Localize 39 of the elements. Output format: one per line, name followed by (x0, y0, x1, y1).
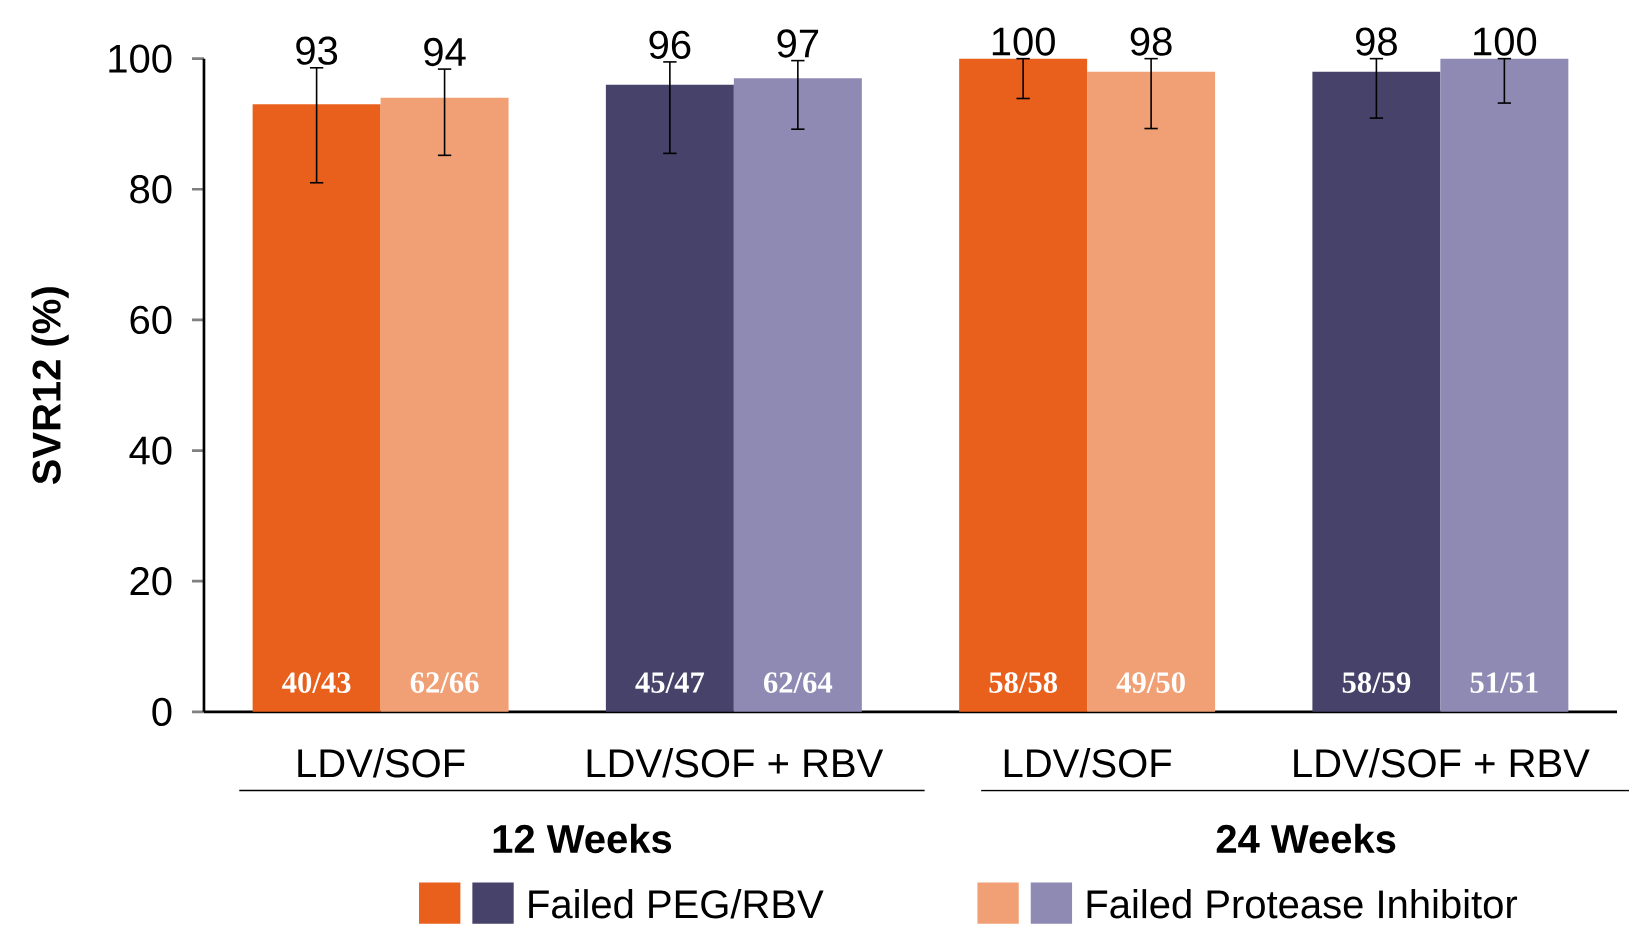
data-label: 98 (1130, 27, 1172, 56)
text: 24 Weeks (1216, 823, 1396, 853)
x-tick-label: LDV/SOF (298, 747, 465, 778)
x-tick-label: LDV/SOF (1004, 747, 1172, 778)
y-tick-label: 80 (130, 174, 172, 204)
bar (252, 104, 381, 712)
annotation: 58/59 (1342, 671, 1411, 693)
annotation: 58/58 (989, 671, 1058, 693)
bar (380, 97, 509, 712)
annotation: 45/47 (635, 672, 705, 693)
annotation: 40/43 (282, 671, 351, 693)
data-label: 98 (1356, 27, 1397, 56)
bar (1087, 71, 1216, 712)
annotation: 62/66 (410, 672, 479, 693)
data-label: 100 (1474, 27, 1537, 56)
y-axis-title: SVR12 (%) (31, 287, 69, 484)
text: 12 Weeks (493, 823, 672, 853)
bar (605, 84, 734, 712)
legend-label: Failed PEG/RBV (529, 888, 824, 919)
y-tick-label: 0 (152, 697, 172, 726)
bar (733, 78, 862, 712)
x-tick-label: LDV/SOF + RBV (587, 747, 884, 778)
y-tick-label: 60 (130, 305, 172, 334)
bar (1440, 58, 1569, 712)
y-tick-label: 40 (129, 436, 172, 465)
data-label: 96 (649, 30, 691, 59)
bar (959, 58, 1088, 712)
legend-label: Failed Protease Inhibitor (1087, 888, 1518, 919)
data-label: 100 (992, 27, 1055, 56)
x-tick-label: LDV/SOF + RBV (1294, 747, 1590, 778)
annotation: 49/50 (1116, 671, 1185, 693)
annotation: 51/51 (1470, 672, 1538, 693)
bar (1312, 71, 1441, 712)
data-label: 94 (424, 37, 466, 66)
data-label: 93 (296, 36, 338, 65)
y-tick-label: 20 (130, 566, 172, 596)
data-label: 97 (777, 29, 819, 58)
annotation: 62/64 (763, 672, 833, 693)
y-tick-label: 100 (109, 44, 172, 73)
